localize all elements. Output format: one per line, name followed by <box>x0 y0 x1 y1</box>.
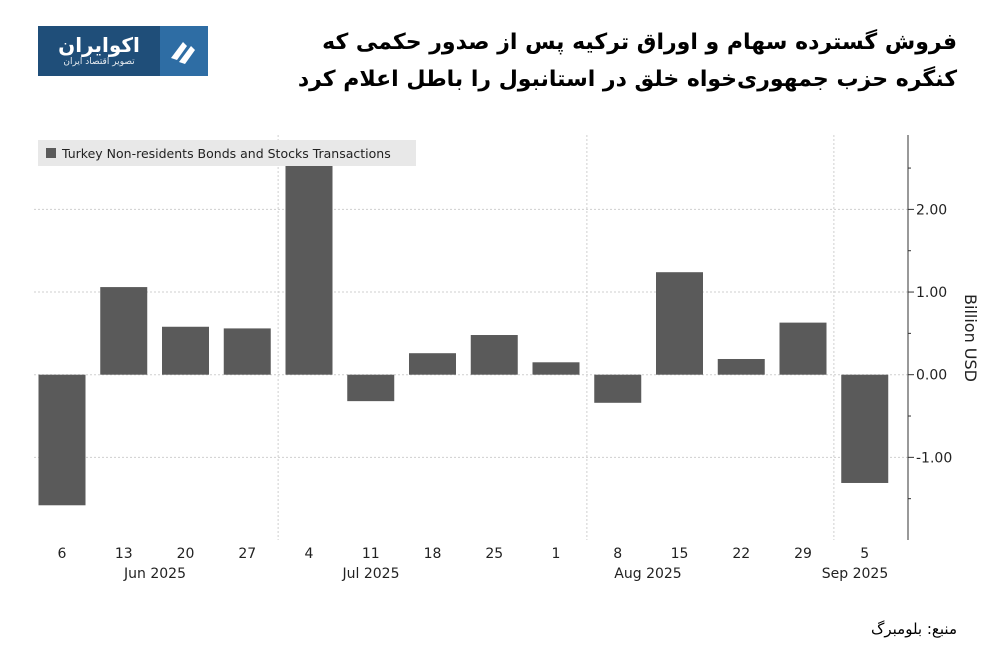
x-tick-label: 25 <box>485 546 503 562</box>
x-month-label: Jul 2025 <box>342 566 400 582</box>
bar <box>100 287 148 375</box>
bar <box>223 328 271 375</box>
x-tick-label: 15 <box>671 546 689 562</box>
bar <box>162 326 209 375</box>
bar <box>532 362 580 375</box>
x-tick-label: 27 <box>238 546 256 562</box>
x-tick-label: 20 <box>177 546 195 562</box>
x-tick-label: 4 <box>305 546 314 562</box>
legend: Turkey Non-residents Bonds and Stocks Tr… <box>38 140 416 166</box>
legend-label: Turkey Non-residents Bonds and Stocks Tr… <box>61 146 391 161</box>
x-tick-label: 5 <box>860 546 869 562</box>
legend-box <box>38 140 416 166</box>
bar <box>594 374 642 403</box>
x-month-label: Sep 2025 <box>822 566 888 582</box>
chart-title: فروش گسترده سهام و اوراق ترکیه پس از صدو… <box>297 30 957 92</box>
x-month-label: Jun 2025 <box>123 566 186 582</box>
bar <box>285 159 333 375</box>
bar <box>347 374 395 402</box>
x-tick-label: 1 <box>552 546 561 562</box>
y-tick-label: 2.00 <box>916 202 947 218</box>
bars-layer <box>38 159 889 506</box>
bar <box>409 353 456 375</box>
bar <box>38 374 86 506</box>
y-tick-label: -1.00 <box>916 450 952 466</box>
source-note: منبع: بلومبرگ <box>870 620 957 638</box>
bar <box>656 272 703 375</box>
bar <box>841 374 889 483</box>
x-tick-label: 8 <box>613 546 622 562</box>
logo-mark-icon <box>160 26 208 76</box>
y-tick-label: 1.00 <box>916 285 947 301</box>
y-axis-label: Billion USD <box>961 294 980 382</box>
x-tick-label: 6 <box>58 546 67 562</box>
axis-layer: 2.001.000.00-1.006 13 20 27 4 11 18 25 1 8 15 22 29 5… <box>58 135 952 582</box>
logo-text: اکوایران تصویر اقتصاد ایران <box>38 34 160 68</box>
x-tick-label: 13 <box>115 546 133 562</box>
bar <box>779 322 827 375</box>
logo-name: اکوایران <box>58 33 140 57</box>
bar <box>470 335 518 375</box>
x-tick-label: 11 <box>362 546 380 562</box>
y-tick-label: 0.00 <box>916 368 947 384</box>
x-tick-label: 18 <box>424 546 442 562</box>
ekoiran-logo: اکوایران تصویر اقتصاد ایران <box>38 26 208 76</box>
x-tick-label: 29 <box>794 546 812 562</box>
logo-tagline: تصویر اقتصاد ایران <box>63 57 135 67</box>
x-tick-label: 22 <box>732 546 750 562</box>
bar <box>717 358 765 375</box>
legend-swatch <box>46 148 56 158</box>
x-month-label: Aug 2025 <box>614 566 681 582</box>
